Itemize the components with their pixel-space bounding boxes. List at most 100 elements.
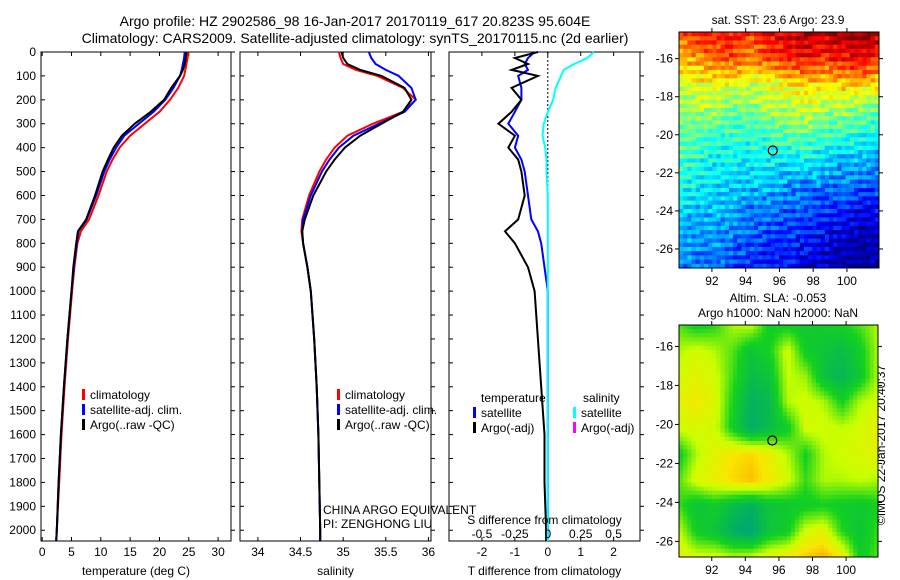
map-cell — [816, 242, 822, 248]
map-cell — [845, 196, 851, 201]
map-cell — [766, 445, 771, 450]
map-cell — [779, 200, 784, 206]
map-cell — [844, 345, 850, 351]
map-cell — [712, 61, 717, 67]
map-cell — [691, 259, 697, 265]
map-cell — [815, 420, 821, 425]
map-cell — [820, 154, 826, 159]
map-cell — [762, 217, 767, 223]
map-cell — [691, 366, 696, 371]
map-cell — [679, 32, 684, 37]
map-cell — [712, 453, 717, 458]
map-cell — [745, 399, 750, 405]
map-cell — [699, 65, 705, 71]
map-cell — [754, 57, 759, 62]
map-cell — [819, 383, 825, 388]
map-cell — [679, 416, 684, 421]
map-cell — [737, 171, 742, 176]
map-cell — [862, 259, 867, 265]
map-cell — [816, 53, 822, 58]
map-cell — [836, 349, 842, 355]
map-cell — [873, 337, 879, 342]
map-cell — [774, 341, 779, 347]
map-cell — [874, 171, 880, 176]
map-cell — [737, 354, 742, 359]
map-cell — [708, 196, 713, 201]
map-cell — [833, 53, 838, 58]
map-cell — [790, 432, 796, 438]
map-cell — [754, 175, 759, 180]
map-cell — [766, 78, 772, 83]
map-cell — [704, 192, 709, 197]
map-cell — [787, 204, 792, 210]
map-cell — [770, 166, 776, 172]
series-line-satellite — [55, 51, 186, 542]
map-cell — [795, 395, 800, 400]
map-cell — [761, 337, 767, 342]
map-cell — [761, 494, 767, 500]
map-cell — [787, 116, 792, 121]
map-cell — [733, 78, 738, 83]
map-cell — [679, 158, 684, 164]
map-cell — [687, 395, 692, 400]
map-cell — [699, 69, 705, 75]
map-cell — [812, 158, 817, 164]
map-cell — [745, 349, 750, 355]
map-cell — [720, 407, 726, 413]
map-cell — [716, 242, 722, 248]
map-cell — [728, 453, 734, 458]
map-cell — [712, 424, 717, 429]
map-cell — [699, 36, 705, 41]
map-cell — [703, 461, 709, 467]
map-cell — [820, 78, 826, 83]
map-cell — [858, 137, 863, 142]
map-cell — [861, 416, 866, 421]
map-cell — [865, 329, 871, 334]
map-cell — [791, 171, 797, 176]
map-cell — [683, 162, 688, 168]
map-cell — [874, 175, 880, 180]
map-cell — [716, 175, 722, 180]
map-cell — [791, 99, 797, 105]
map-cell — [807, 494, 813, 500]
map-cell — [807, 345, 813, 351]
map-cell — [803, 403, 808, 409]
map-cell — [824, 95, 830, 100]
map-cell — [716, 192, 722, 197]
map-cell — [783, 221, 788, 227]
map-cell — [766, 103, 772, 109]
map-cell — [745, 391, 750, 396]
map-cell — [807, 358, 813, 363]
map-cell — [745, 465, 750, 471]
map-cell — [737, 436, 742, 442]
map-cell — [716, 362, 721, 367]
map-cell — [749, 255, 755, 260]
map-cell — [679, 53, 684, 58]
map-cell — [812, 242, 817, 248]
map-cell — [811, 345, 817, 351]
x-axis-label: T difference from climatology — [468, 564, 622, 578]
map-cell — [687, 162, 692, 168]
map-cell — [819, 366, 825, 371]
map-cell — [749, 175, 755, 180]
map-cell — [854, 175, 859, 180]
map-cell — [716, 166, 722, 172]
map-cell — [870, 91, 876, 96]
map-cell — [790, 461, 796, 467]
map-cell — [720, 78, 726, 83]
map-cell — [791, 95, 797, 100]
map-cell — [741, 345, 746, 351]
map-cell — [757, 486, 763, 492]
map-cell — [778, 370, 784, 376]
map-cell — [712, 150, 717, 155]
map-cell — [683, 399, 688, 405]
map-cell — [770, 354, 775, 359]
map-cell — [766, 407, 771, 413]
map-cell — [691, 82, 697, 88]
map-cell — [766, 183, 772, 189]
y-tick-label: 400 — [16, 141, 36, 155]
map-cell — [679, 230, 684, 235]
map-cell — [799, 128, 805, 134]
map-cell — [733, 192, 738, 197]
map-cell — [869, 494, 875, 500]
